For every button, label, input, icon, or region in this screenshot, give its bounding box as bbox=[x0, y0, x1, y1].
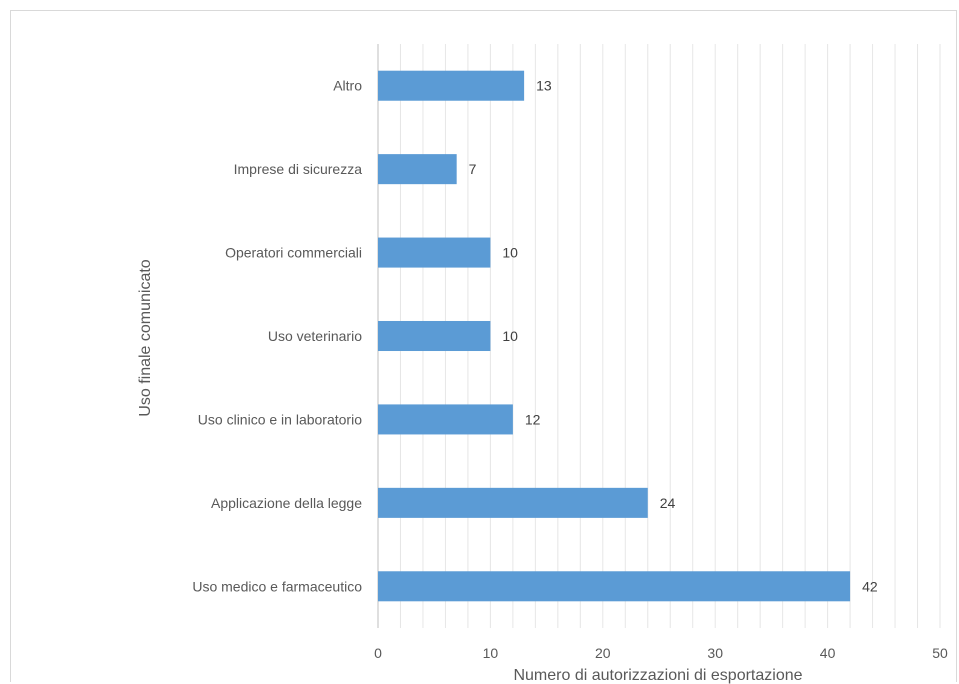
bar bbox=[378, 320, 491, 352]
bar bbox=[378, 237, 491, 268]
category-label: Applicazione della legge bbox=[211, 495, 362, 511]
x-axis-title: Numero di autorizzazioni di esportazione bbox=[513, 667, 802, 684]
category-label: Operatori commerciali bbox=[225, 245, 362, 261]
data-label: 12 bbox=[525, 411, 541, 427]
bars bbox=[378, 70, 851, 602]
bar bbox=[378, 70, 525, 101]
x-tick-label: 30 bbox=[707, 645, 723, 661]
x-tick-label: 20 bbox=[595, 645, 611, 661]
category-label: Uso clinico e in laboratorio bbox=[198, 411, 362, 427]
category-label: Uso veterinario bbox=[268, 328, 362, 344]
x-tick-label: 50 bbox=[932, 645, 948, 661]
x-tick-label: 40 bbox=[820, 645, 836, 661]
data-label: 42 bbox=[862, 578, 878, 594]
data-label: 10 bbox=[502, 245, 518, 261]
y-axis-title: Uso finale comunicato bbox=[137, 259, 154, 417]
gridlines bbox=[399, 44, 941, 628]
data-labels: 13 7 10 10 12 24 42 bbox=[469, 78, 878, 595]
category-label: Altro bbox=[333, 78, 362, 94]
x-tick-labels: 0 10 20 30 40 50 bbox=[374, 645, 948, 661]
x-tick-label: 10 bbox=[483, 645, 499, 661]
category-label: Imprese di sicurezza bbox=[234, 161, 363, 177]
bar bbox=[378, 404, 513, 435]
x-tick-label: 0 bbox=[374, 645, 382, 661]
data-label: 13 bbox=[536, 78, 552, 94]
bar bbox=[378, 487, 648, 518]
data-label: 10 bbox=[502, 328, 518, 344]
chart-frame bbox=[10, 10, 957, 682]
category-label: Uso medico e farmaceutico bbox=[192, 578, 362, 594]
bar bbox=[378, 571, 851, 602]
category-labels: Altro Imprese di sicurezza Operatori comme… bbox=[192, 78, 362, 595]
bar bbox=[378, 154, 457, 185]
data-label: 7 bbox=[469, 161, 477, 177]
data-label: 24 bbox=[660, 495, 676, 511]
